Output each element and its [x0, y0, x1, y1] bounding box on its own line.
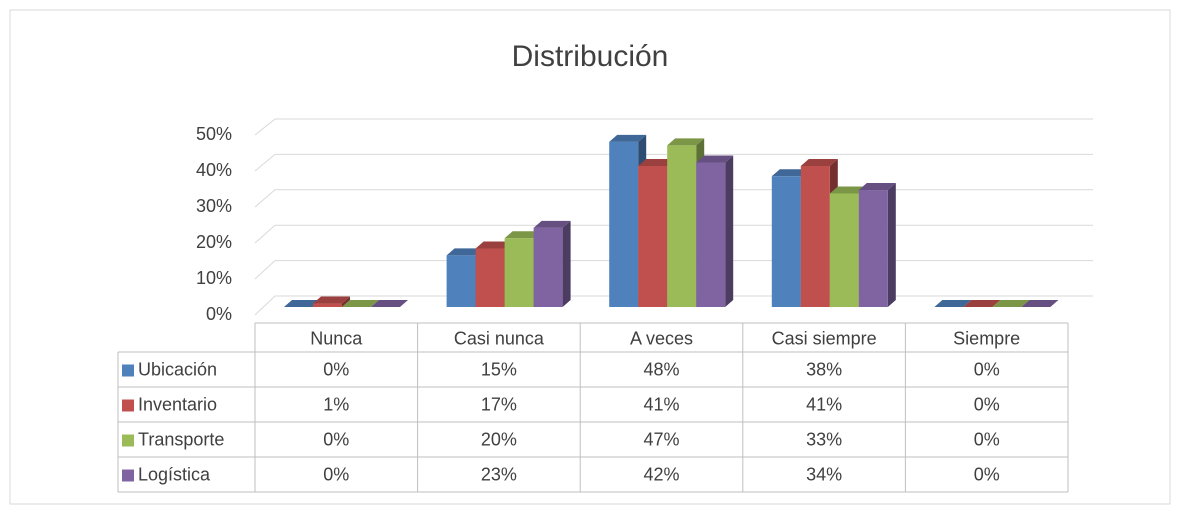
- bar-top: [533, 220, 571, 228]
- table-value: 17%: [481, 394, 517, 414]
- category-label: Nunca: [310, 328, 363, 348]
- bar-side: [562, 220, 571, 307]
- bar-top: [638, 158, 676, 166]
- table-value: 34%: [806, 464, 842, 484]
- table-value: 1%: [323, 394, 349, 414]
- bar-top: [696, 155, 734, 163]
- category-label: Siempre: [953, 328, 1020, 348]
- bar: [475, 248, 505, 307]
- legend-swatch: [122, 399, 134, 412]
- category-label: Casi siempre: [772, 328, 877, 348]
- bar: [313, 303, 342, 307]
- grid-line: [254, 118, 1093, 136]
- bar-top: [475, 241, 513, 249]
- bar-top: [858, 183, 896, 191]
- legend-swatch: [122, 469, 134, 482]
- bar: [446, 255, 476, 307]
- table-value: 33%: [806, 429, 842, 449]
- table-value: 0%: [323, 464, 349, 484]
- legend-swatch: [122, 364, 134, 377]
- bar-top: [667, 138, 705, 146]
- bar-top: [800, 158, 838, 166]
- bar-top: [446, 248, 484, 256]
- legend-label: Ubicación: [138, 359, 217, 379]
- bar-top: [1021, 300, 1059, 307]
- category-label: Casi nunca: [454, 328, 545, 348]
- table-value: 0%: [974, 394, 1000, 414]
- bar-top: [313, 296, 350, 304]
- table-value: 41%: [806, 394, 842, 414]
- bar-top: [371, 300, 408, 307]
- bar: [858, 190, 888, 307]
- table-value: 15%: [481, 359, 517, 379]
- bar-top: [609, 134, 647, 142]
- y-tick-label: 40%: [196, 160, 232, 180]
- legend-label: Transporte: [138, 429, 224, 449]
- table-value: 23%: [481, 464, 517, 484]
- table-value: 42%: [643, 464, 679, 484]
- bar-top: [963, 300, 1001, 307]
- bar-side: [342, 296, 350, 307]
- bar-side: [887, 183, 896, 307]
- bar: [800, 165, 830, 307]
- y-tick-label: 30%: [196, 196, 232, 216]
- bar: [771, 176, 801, 307]
- table-value: 0%: [323, 429, 349, 449]
- table-value: 47%: [643, 429, 679, 449]
- bar: [504, 238, 534, 307]
- grid-line: [254, 153, 1093, 172]
- bar: [533, 227, 563, 307]
- bar: [638, 165, 668, 307]
- legend-swatch: [122, 434, 134, 447]
- table-value: 38%: [806, 359, 842, 379]
- chart-title: Distribución: [512, 40, 669, 73]
- bar-top: [342, 300, 379, 307]
- table-value: 20%: [481, 429, 517, 449]
- bar: [696, 162, 726, 307]
- bar-top: [771, 169, 809, 177]
- bar-top: [504, 231, 542, 239]
- legend-label: Inventario: [138, 394, 217, 414]
- table-value: 0%: [323, 359, 349, 379]
- y-tick-label: 0%: [206, 304, 232, 324]
- y-tick-label: 50%: [196, 124, 232, 144]
- bar-top: [284, 300, 321, 307]
- y-tick-label: 20%: [196, 232, 232, 252]
- y-tick-label: 10%: [196, 268, 232, 288]
- bar-top: [829, 186, 867, 194]
- table-value: 0%: [974, 359, 1000, 379]
- bar: [829, 193, 859, 307]
- bar: [667, 145, 697, 307]
- table-value: 0%: [974, 429, 1000, 449]
- category-label: A veces: [630, 328, 693, 348]
- bar-top: [992, 300, 1030, 307]
- bar: [609, 141, 639, 307]
- table-value: 48%: [643, 359, 679, 379]
- table-value: 0%: [974, 464, 1000, 484]
- table-value: 41%: [643, 394, 679, 414]
- legend-label: Logística: [138, 464, 211, 484]
- bar-top: [934, 300, 972, 307]
- bar-side: [725, 155, 734, 307]
